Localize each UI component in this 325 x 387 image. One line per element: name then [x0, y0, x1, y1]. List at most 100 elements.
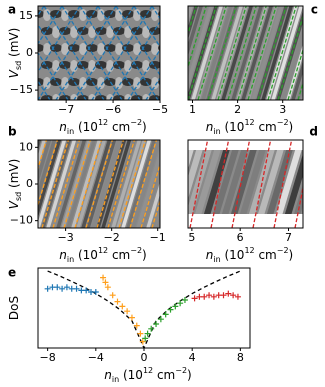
- texture: [61, 9, 69, 21]
- x-axis-label: nin (1012 cm−2): [206, 246, 293, 264]
- texture: [88, 26, 96, 38]
- texture: [50, 10, 62, 18]
- texture: [281, 27, 303, 100]
- texture: [68, 10, 80, 18]
- texture: [61, 43, 69, 55]
- x-tick-label: 3: [279, 103, 286, 116]
- texture: [251, 6, 283, 100]
- texture: [111, 140, 142, 228]
- dashed-guide: [115, 6, 160, 77]
- texture: [131, 95, 143, 100]
- texture: [97, 43, 105, 55]
- dashed-guide: [38, 23, 87, 100]
- texture: [121, 140, 152, 228]
- data-point: [172, 303, 179, 310]
- y-tick-label: 0: [26, 177, 33, 190]
- dashed-guide: [61, 6, 123, 100]
- texture: [133, 43, 141, 55]
- panel-label: b: [8, 125, 17, 139]
- texture: [167, 27, 179, 35]
- data-point: [114, 298, 121, 305]
- texture: [169, 43, 177, 55]
- data-point: [44, 285, 51, 292]
- dashed-guide: [43, 6, 105, 100]
- texture: [158, 140, 184, 228]
- dashed-guide: [129, 140, 158, 228]
- dashed-guide: [74, 140, 103, 228]
- dashed-guide: [109, 20, 160, 100]
- texture: [122, 44, 134, 52]
- dashed-guide: [52, 140, 81, 228]
- x-tick-label: −8: [40, 351, 56, 364]
- texture: [188, 6, 193, 23]
- data-point: [59, 285, 66, 292]
- texture: [126, 140, 157, 228]
- y-tick-label: 0: [26, 46, 33, 59]
- dashed-guide: [107, 140, 136, 228]
- texture: [122, 10, 134, 18]
- dashed-guide: [287, 47, 303, 100]
- panel-label: a: [8, 3, 16, 17]
- y-tick-label: −10: [10, 214, 33, 227]
- texture: [235, 140, 269, 228]
- texture: [178, 94, 186, 106]
- panel: [188, 6, 325, 100]
- data-point: [153, 321, 160, 327]
- y-tick-label: 10: [19, 140, 33, 153]
- dashed-guide: [151, 199, 160, 228]
- texture: [261, 6, 293, 100]
- texture: [113, 27, 125, 35]
- texture: [50, 44, 62, 52]
- dashed-guide: [273, 140, 293, 228]
- texture: [151, 198, 160, 228]
- texture: [280, 153, 303, 228]
- dashed-guide: [217, 6, 247, 100]
- blank-band: [188, 140, 303, 150]
- texture: [52, 26, 60, 38]
- data-point: [137, 330, 144, 337]
- x-tick-label: 6: [237, 231, 244, 244]
- texture: [116, 140, 147, 228]
- texture: [77, 27, 89, 35]
- dashed-guide: [38, 140, 59, 207]
- data-point: [210, 293, 217, 300]
- texture: [311, 140, 325, 228]
- dashed-guide: [91, 6, 153, 100]
- texture: [160, 60, 168, 72]
- texture: [77, 95, 89, 100]
- x-tick-label: 1: [189, 103, 196, 116]
- data-point: [124, 308, 131, 315]
- texture: [271, 6, 303, 100]
- data-point: [102, 279, 109, 286]
- texture: [97, 9, 105, 21]
- texture: [88, 94, 96, 100]
- texture: [106, 26, 114, 38]
- dashed-guide: [188, 6, 207, 69]
- texture: [86, 44, 98, 52]
- texture: [318, 6, 325, 100]
- texture: [43, 43, 51, 55]
- y-axis-label: Vsd (mV): [7, 159, 24, 210]
- texture: [271, 140, 303, 228]
- panel: [38, 6, 186, 106]
- theory-curve: [47, 270, 241, 350]
- data-point: [162, 311, 169, 318]
- dashed-guide: [197, 6, 227, 100]
- dashed-guide: [318, 6, 325, 100]
- texture: [190, 140, 224, 228]
- x-tick-label: 8: [237, 351, 244, 364]
- texture: [178, 60, 186, 72]
- texture: [188, 140, 206, 199]
- x-axis-label: nin (1012 cm−2): [104, 366, 191, 384]
- dashed-guide: [63, 140, 92, 228]
- texture: [131, 140, 160, 228]
- texture: [38, 140, 47, 168]
- dashed-guide: [145, 76, 160, 100]
- dashed-guide: [133, 6, 160, 48]
- texture: [38, 140, 52, 185]
- dashed-guide: [140, 162, 160, 228]
- texture: [59, 27, 71, 35]
- texture: [188, 140, 197, 169]
- texture: [298, 213, 303, 228]
- texture: [167, 61, 179, 69]
